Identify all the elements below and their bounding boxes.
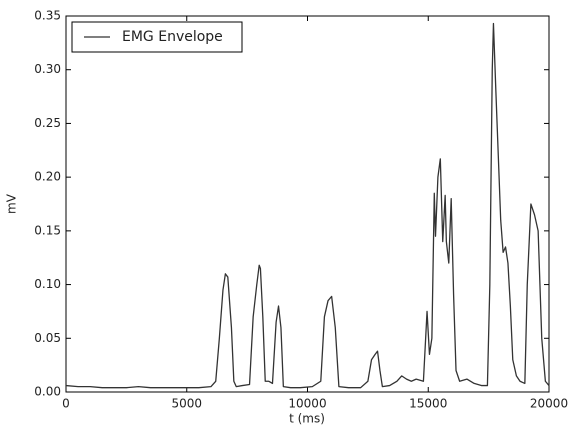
y-tick-label: 0.25	[34, 116, 61, 130]
y-tick-label: 0.00	[34, 385, 61, 399]
y-tick-label: 0.15	[34, 223, 61, 237]
x-tick-label: 5000	[171, 397, 202, 411]
y-tick-label: 0.05	[34, 331, 61, 345]
x-tick-label: 10000	[288, 397, 326, 411]
x-tick-label: 20000	[530, 397, 568, 411]
x-axis-label: t (ms)	[289, 412, 325, 426]
x-tick-label: 15000	[409, 397, 447, 411]
legend-label: EMG Envelope	[122, 29, 223, 45]
y-tick-label: 0.30	[34, 62, 61, 76]
x-tick-label: 0	[62, 397, 70, 411]
y-axis-label: mV	[5, 193, 19, 214]
y-tick-label: 0.10	[34, 277, 61, 291]
y-tick-label: 0.20	[34, 170, 61, 184]
data-line	[65, 22, 550, 389]
y-tick-label: 0.35	[34, 9, 61, 23]
plot-frame	[65, 15, 550, 393]
